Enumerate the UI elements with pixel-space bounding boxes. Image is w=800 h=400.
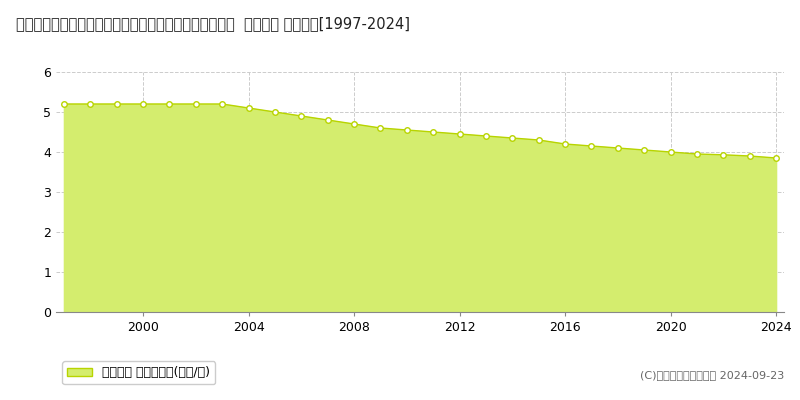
Text: (C)土地価格ドットコム 2024-09-23: (C)土地価格ドットコム 2024-09-23	[640, 370, 784, 380]
Legend: 基準地価 平均坪単価(万円/坪): 基準地価 平均坪単価(万円/坪)	[62, 362, 215, 384]
Text: 宮崎県児湯郡都農町大字川北字都農中町４９０９番１内  基準地価 地価推移[1997-2024]: 宮崎県児湯郡都農町大字川北字都農中町４９０９番１内 基準地価 地価推移[1997…	[16, 16, 410, 31]
